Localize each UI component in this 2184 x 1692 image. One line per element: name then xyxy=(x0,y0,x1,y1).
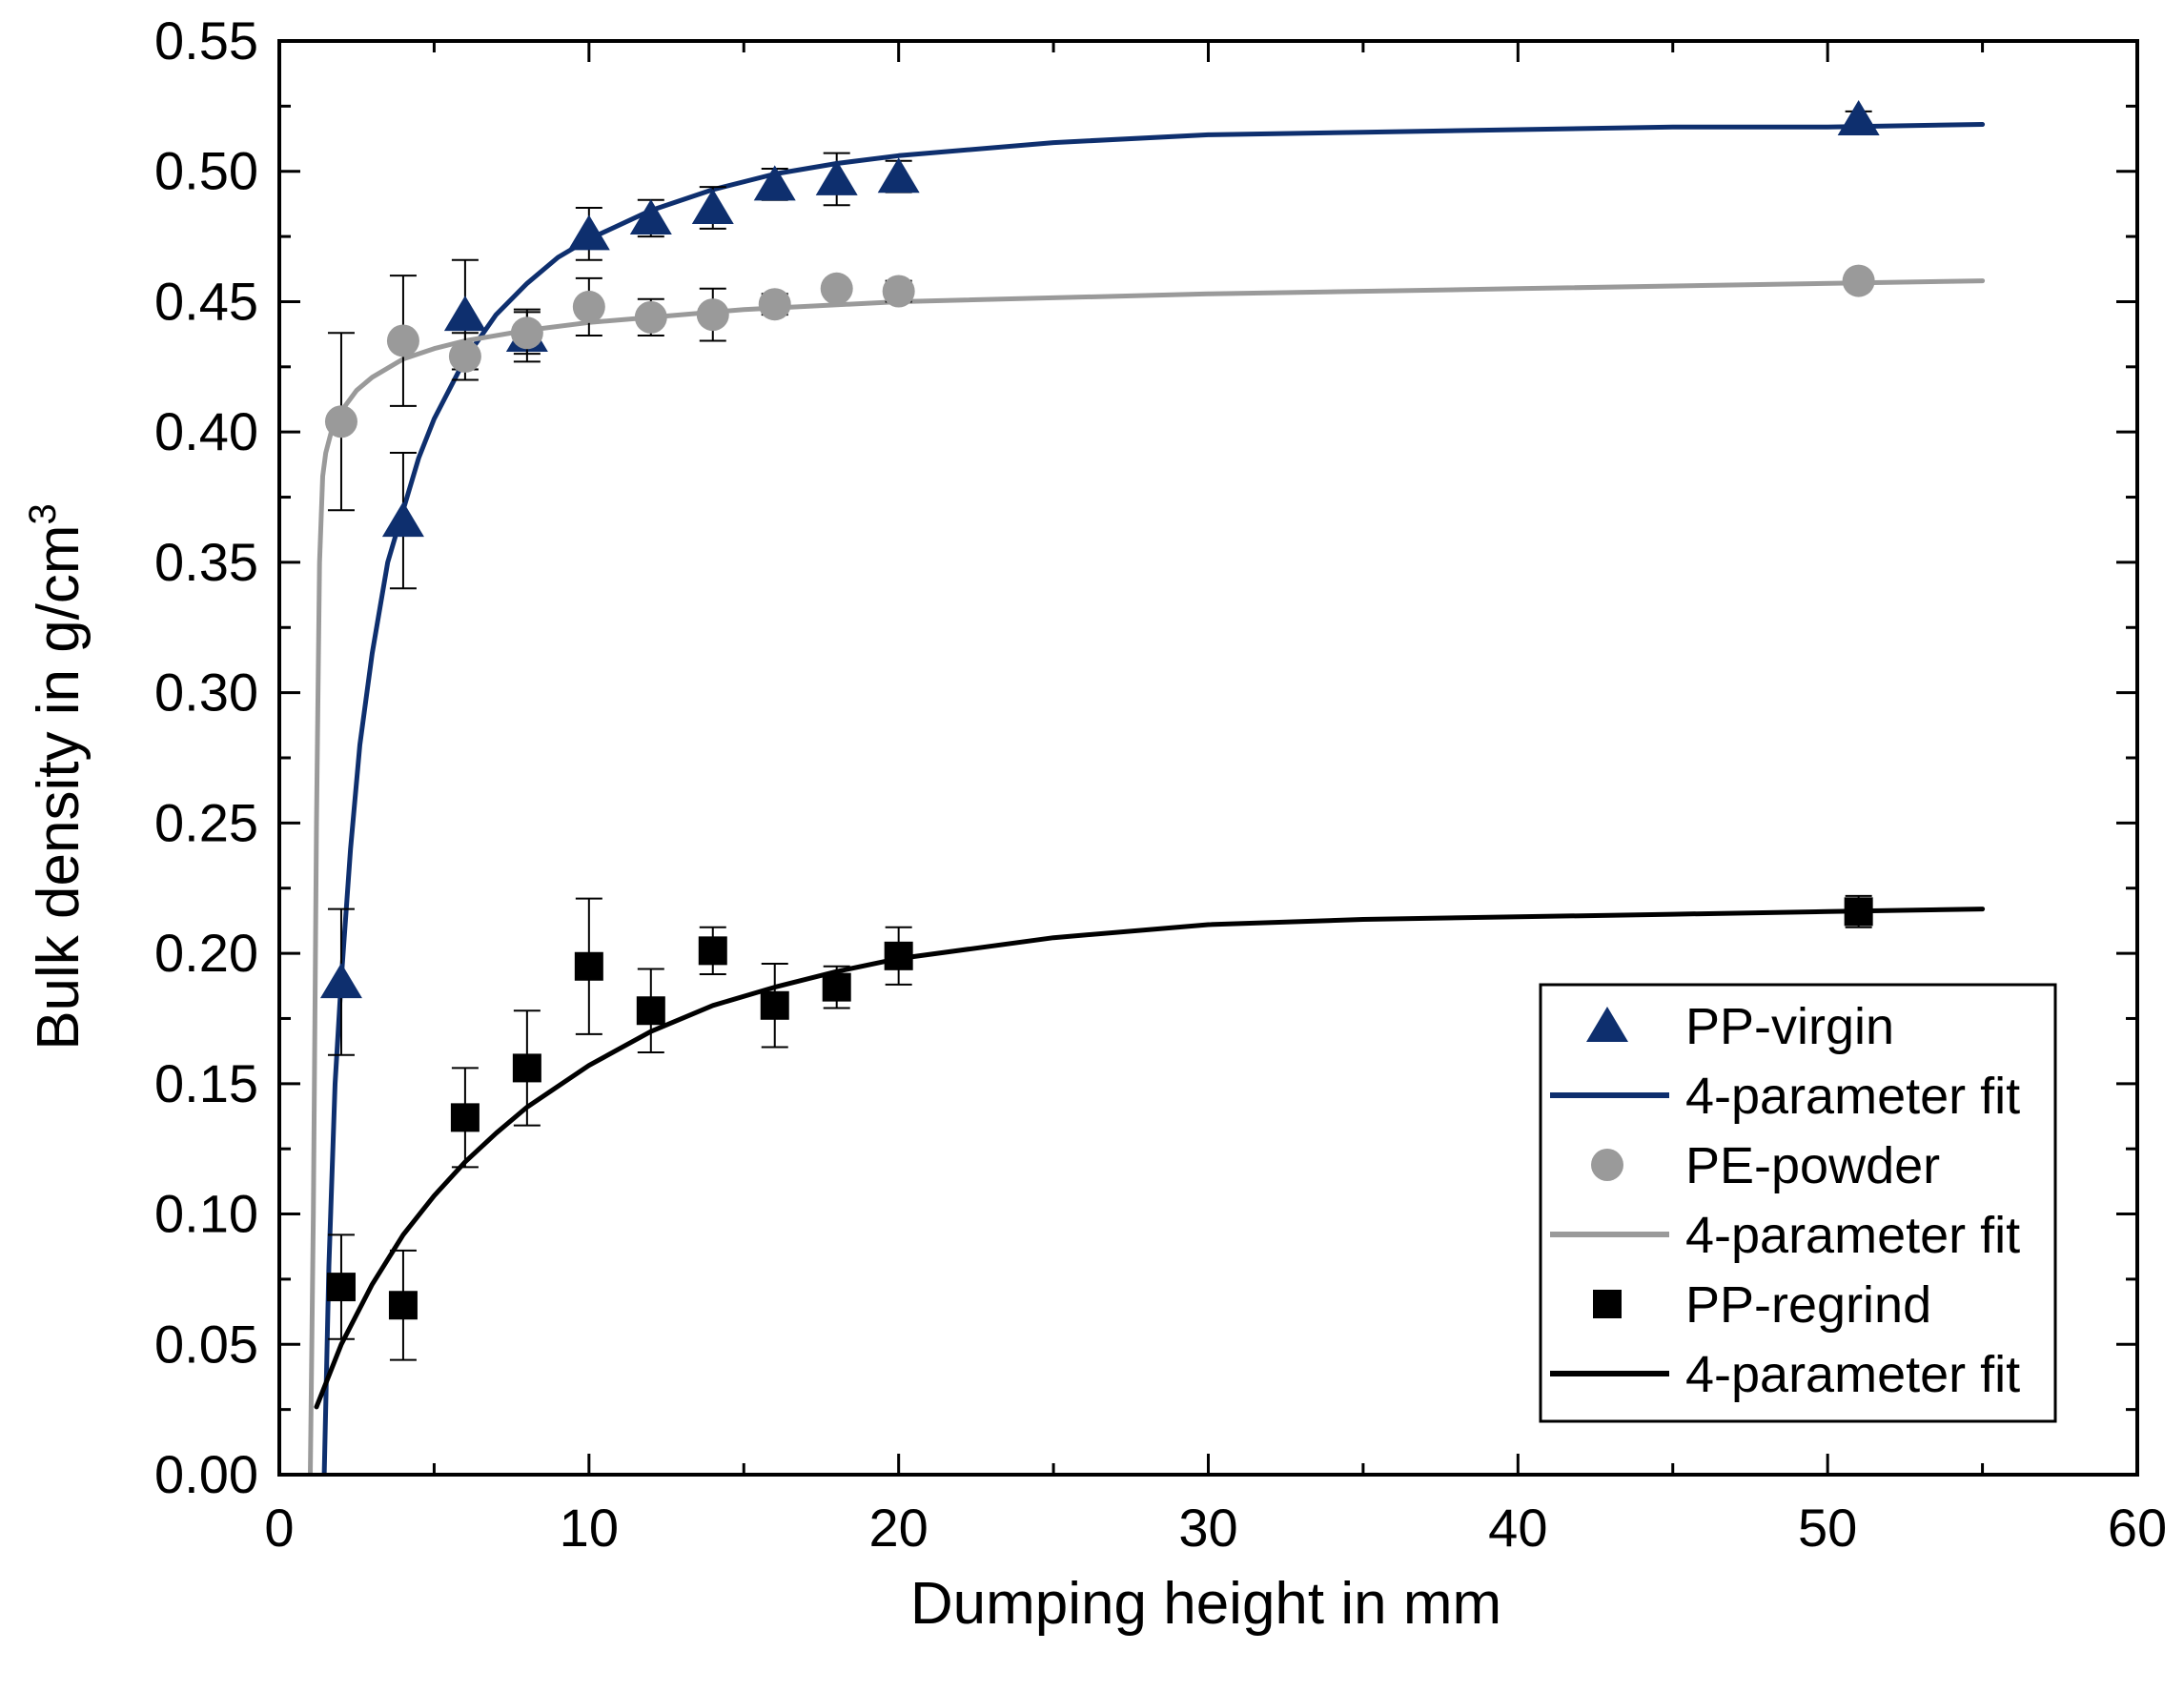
y-tick-label: 0.40 xyxy=(154,401,258,461)
y-axis-title-superscript: 3 xyxy=(22,503,64,524)
fit-line-1 xyxy=(321,122,1986,1475)
data-point-triangle xyxy=(753,165,796,201)
x-tick-label: 30 xyxy=(1178,1498,1237,1558)
data-point-circle xyxy=(386,324,419,357)
data-point-circle xyxy=(820,272,853,305)
y-tick-label: 0.10 xyxy=(154,1184,258,1244)
y-tick-label: 0.00 xyxy=(154,1444,258,1504)
data-point-triangle xyxy=(1837,100,1880,136)
legend-label: 4-parameter fit xyxy=(1685,1207,2020,1264)
x-tick-label: 10 xyxy=(560,1498,619,1558)
y-tick-label: 0.35 xyxy=(154,532,258,592)
data-point-square xyxy=(698,936,727,966)
data-point-circle xyxy=(696,298,729,332)
fit-line-5 xyxy=(314,907,1986,1410)
y-axis-title: Bulk density in g/cm3 xyxy=(22,503,92,1050)
data-point-square xyxy=(822,972,851,1002)
data-point-triangle xyxy=(443,296,486,332)
data-point-square xyxy=(1844,897,1873,927)
legend-marker-square xyxy=(1593,1290,1622,1318)
data-point-square xyxy=(884,941,913,970)
data-point-triangle xyxy=(381,501,424,538)
data-point-triangle xyxy=(319,963,362,999)
y-tick-label: 0.30 xyxy=(154,663,258,723)
legend-box xyxy=(1539,983,2057,1423)
y-tick-label: 0.50 xyxy=(154,141,258,201)
legend-label: 4-parameter fit xyxy=(1685,1068,2020,1125)
y-tick-label: 0.05 xyxy=(154,1314,258,1374)
legend-marker-triangle xyxy=(1586,1007,1628,1042)
data-point-circle xyxy=(634,300,667,334)
data-point-square xyxy=(326,1273,356,1302)
data-point-circle xyxy=(572,290,605,323)
data-point-square xyxy=(636,996,665,1026)
legend-label: PP-virgin xyxy=(1685,998,1894,1055)
data-point-square xyxy=(760,990,789,1020)
legend-marker-circle xyxy=(1591,1149,1623,1181)
x-tick-label: 50 xyxy=(1798,1498,1857,1558)
data-point-square xyxy=(450,1103,480,1132)
data-point-square xyxy=(574,951,603,981)
data-point-triangle xyxy=(815,159,858,195)
x-tick-label: 40 xyxy=(1488,1498,1547,1558)
y-tick-label: 0.15 xyxy=(154,1053,258,1113)
plot-frame xyxy=(277,39,2139,1477)
data-point-circle xyxy=(882,275,915,308)
y-tick-label: 0.25 xyxy=(154,792,258,852)
legend: PP-virgin 4-parameter fit PE-powder 4-param… xyxy=(1539,983,2057,1423)
data-point-circle xyxy=(448,339,481,373)
x-tick-label: 0 xyxy=(264,1498,294,1558)
data-point-circle xyxy=(758,288,791,321)
x-tick-label: 20 xyxy=(869,1498,929,1558)
plot-series xyxy=(308,100,1986,1475)
series-group xyxy=(308,100,1986,1475)
data-point-triangle xyxy=(691,189,734,225)
data-point-triangle xyxy=(629,198,672,234)
data-point-square xyxy=(512,1053,541,1083)
x-axis-title: Dumping height in mm xyxy=(910,1571,1501,1637)
x-tick-label: 60 xyxy=(2108,1498,2167,1558)
data-point-triangle xyxy=(877,157,920,194)
y-axis-title-base: Bulk density in g/cm xyxy=(26,524,92,1050)
data-point-square xyxy=(388,1291,418,1320)
y-tick-label: 0.45 xyxy=(154,271,258,331)
legend-label: PE-powder xyxy=(1685,1137,1940,1194)
y-tick-label: 0.20 xyxy=(154,923,258,983)
axes: 0 10 20 30 40 50 60 0.00 0.05 0.10 0.15 0.20 0.25 0.3… xyxy=(154,10,2167,1558)
legend-label: 4-parameter fit xyxy=(1685,1346,2020,1403)
data-point-triangle xyxy=(567,214,610,251)
legend-label: PP-regrind xyxy=(1685,1276,1931,1334)
y-tick-label: 0.55 xyxy=(154,10,258,71)
data-point-circle xyxy=(1842,264,1875,297)
data-point-circle xyxy=(324,405,357,438)
data-point-circle xyxy=(510,316,543,350)
